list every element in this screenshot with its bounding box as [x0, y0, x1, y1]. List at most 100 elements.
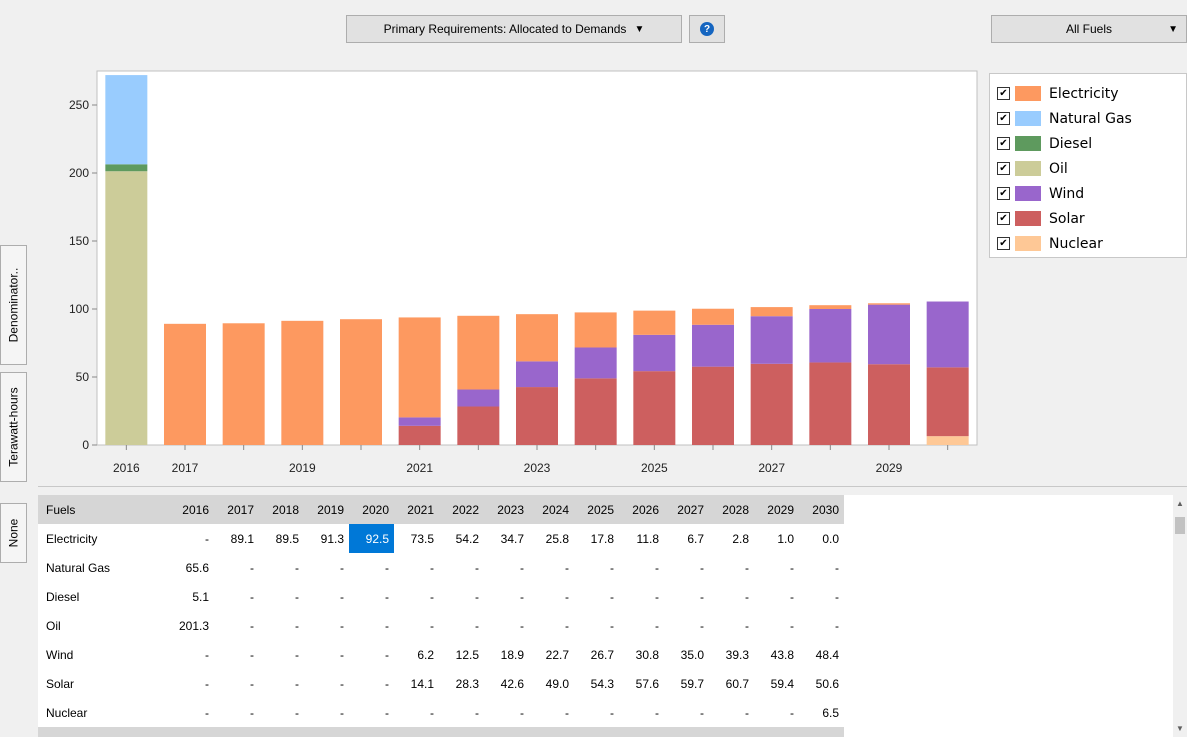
table-cell[interactable]: -: [340, 589, 344, 604]
table-cell[interactable]: -: [610, 618, 614, 633]
table-cell[interactable]: -: [295, 705, 299, 720]
table-cell[interactable]: 65.6: [185, 560, 209, 575]
column-header-year[interactable]: 2023: [484, 495, 529, 524]
table-cell[interactable]: 43.8: [770, 647, 794, 662]
legend-checkbox[interactable]: ✔: [997, 162, 1010, 175]
table-cell[interactable]: -: [340, 560, 344, 575]
table-cell[interactable]: -: [430, 560, 434, 575]
column-header-year[interactable]: 2025: [574, 495, 619, 524]
table-cell[interactable]: -: [700, 618, 704, 633]
table-cell[interactable]: 11.8: [636, 531, 659, 546]
legend-checkbox[interactable]: ✔: [997, 237, 1010, 250]
table-cell[interactable]: 89.5: [275, 531, 299, 546]
table-cell[interactable]: -: [295, 589, 299, 604]
table-cell[interactable]: 6.2: [417, 647, 434, 662]
table-cell[interactable]: -: [565, 705, 569, 720]
row-label[interactable]: Electricity: [46, 531, 98, 546]
legend-item-natural-gas[interactable]: ✔ Natural Gas: [990, 106, 1186, 131]
table-cell[interactable]: 2.8: [732, 531, 749, 546]
table-cell[interactable]: 12.5: [455, 647, 479, 662]
table-cell[interactable]: -: [295, 618, 299, 633]
legend-item-oil[interactable]: ✔ Oil: [990, 156, 1186, 181]
table-cell[interactable]: -: [835, 618, 839, 633]
table-cell[interactable]: -: [340, 676, 344, 691]
row-label[interactable]: Solar: [46, 676, 75, 691]
table-cell[interactable]: -: [205, 647, 209, 662]
legend-item-wind[interactable]: ✔ Wind: [990, 181, 1186, 206]
table-cell[interactable]: -: [790, 618, 794, 633]
table-cell[interactable]: -: [745, 589, 749, 604]
table-cell[interactable]: -: [340, 705, 344, 720]
table-cell[interactable]: 0.0: [822, 531, 839, 546]
column-header-year[interactable]: 2024: [529, 495, 574, 524]
table-cell[interactable]: 26.7: [590, 647, 614, 662]
legend-item-diesel[interactable]: ✔ Diesel: [990, 131, 1186, 156]
table-cell[interactable]: -: [745, 705, 749, 720]
help-button[interactable]: ?: [689, 15, 725, 43]
table-cell[interactable]: -: [205, 531, 209, 546]
table-cell[interactable]: 35.0: [680, 647, 704, 662]
table-cell[interactable]: 42.6: [500, 676, 524, 691]
table-cell[interactable]: -: [520, 560, 524, 575]
table-cell[interactable]: -: [475, 560, 479, 575]
table-cell[interactable]: -: [385, 647, 389, 662]
table-cell[interactable]: -: [250, 647, 254, 662]
legend-item-electricity[interactable]: ✔ Electricity: [990, 81, 1186, 106]
table-cell[interactable]: -: [565, 618, 569, 633]
column-header-year[interactable]: 2022: [439, 495, 484, 524]
table-cell[interactable]: -: [385, 589, 389, 604]
table-cell[interactable]: -: [205, 705, 209, 720]
table-cell[interactable]: 50.6: [815, 676, 839, 691]
table-cell[interactable]: 92.5: [349, 727, 394, 737]
table-cell[interactable]: -: [835, 560, 839, 575]
table-cell[interactable]: 91.3: [320, 531, 344, 546]
column-header-year[interactable]: 2027: [664, 495, 709, 524]
table-cell[interactable]: 14.1: [410, 676, 434, 691]
table-cell[interactable]: 59.7: [680, 676, 704, 691]
row-label[interactable]: Oil: [46, 618, 61, 633]
table-cell[interactable]: -: [250, 560, 254, 575]
table-cell[interactable]: -: [565, 560, 569, 575]
table-cell[interactable]: 25.8: [545, 531, 569, 546]
table-cell[interactable]: 272.0: [162, 727, 214, 737]
table-cell[interactable]: 98.8: [574, 727, 619, 737]
table-scrollbar[interactable]: ▲ ▼: [1173, 495, 1187, 737]
column-header-year[interactable]: 2029: [754, 495, 799, 524]
table-cell[interactable]: -: [430, 618, 434, 633]
units-tab[interactable]: Terawatt-hours: [0, 372, 27, 482]
column-header-year[interactable]: 2017: [214, 495, 259, 524]
table-cell[interactable]: 49.0: [545, 676, 569, 691]
table-cell[interactable]: -: [610, 589, 614, 604]
legend-checkbox[interactable]: ✔: [997, 137, 1010, 150]
table-cell[interactable]: 100.1: [619, 727, 664, 737]
table-cell[interactable]: 104.2: [754, 727, 799, 737]
table-cell[interactable]: 5.1: [192, 589, 209, 604]
table-cell[interactable]: -: [475, 618, 479, 633]
table-cell[interactable]: 89.1: [230, 531, 254, 546]
table-cell[interactable]: 28.3: [455, 676, 479, 691]
table-cell[interactable]: -: [295, 647, 299, 662]
table-cell[interactable]: -: [700, 705, 704, 720]
column-header-year[interactable]: 2030: [799, 495, 844, 524]
table-cell[interactable]: -: [610, 560, 614, 575]
column-header-year[interactable]: 2026: [619, 495, 664, 524]
table-cell[interactable]: -: [745, 560, 749, 575]
table-cell[interactable]: -: [700, 589, 704, 604]
table-cell[interactable]: 48.4: [815, 647, 839, 662]
table-cell[interactable]: -: [250, 618, 254, 633]
column-header-year[interactable]: 2021: [394, 495, 439, 524]
table-cell[interactable]: -: [295, 676, 299, 691]
table-cell[interactable]: -: [700, 560, 704, 575]
table-cell[interactable]: 105.5: [799, 727, 844, 737]
table-cell[interactable]: 54.3: [590, 676, 614, 691]
table-cell[interactable]: 93.8: [394, 727, 439, 737]
table-cell[interactable]: -: [655, 589, 659, 604]
table-cell[interactable]: 54.2: [455, 531, 479, 546]
table-cell[interactable]: -: [565, 589, 569, 604]
none-tab[interactable]: None: [0, 503, 27, 563]
table-cell[interactable]: 73.5: [410, 531, 434, 546]
table-cell[interactable]: -: [790, 705, 794, 720]
table-cell[interactable]: 6.7: [687, 531, 704, 546]
fuels-dropdown[interactable]: All Fuels ▼: [991, 15, 1187, 43]
column-header-year[interactable]: 2020: [349, 495, 394, 524]
